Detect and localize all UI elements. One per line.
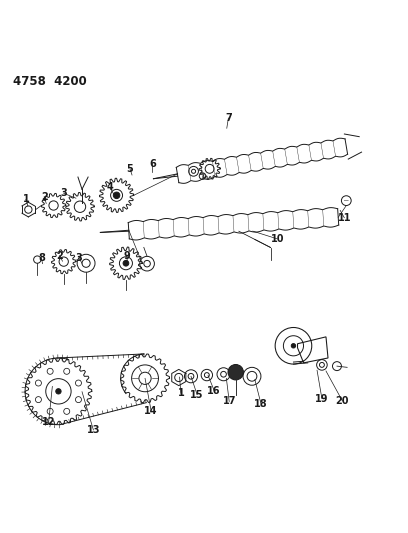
Text: 2: 2 bbox=[56, 251, 63, 261]
Text: 17: 17 bbox=[222, 397, 236, 407]
Text: 4: 4 bbox=[106, 182, 113, 192]
Text: 9: 9 bbox=[123, 252, 130, 261]
Circle shape bbox=[113, 192, 120, 199]
Text: 15: 15 bbox=[191, 390, 204, 400]
Text: 19: 19 bbox=[315, 394, 329, 403]
Text: 18: 18 bbox=[254, 399, 268, 408]
Text: 8: 8 bbox=[38, 253, 45, 263]
Text: 1: 1 bbox=[22, 195, 29, 205]
Circle shape bbox=[291, 344, 296, 348]
Text: 11: 11 bbox=[337, 213, 351, 223]
Text: 4758  4200: 4758 4200 bbox=[13, 75, 86, 88]
Text: 3: 3 bbox=[76, 253, 82, 263]
Text: 20: 20 bbox=[335, 395, 349, 406]
Text: 14: 14 bbox=[144, 406, 158, 416]
Circle shape bbox=[123, 261, 129, 266]
Text: 1: 1 bbox=[177, 389, 184, 398]
Text: 13: 13 bbox=[86, 425, 100, 435]
Circle shape bbox=[228, 365, 244, 380]
Circle shape bbox=[56, 389, 61, 394]
Text: 6: 6 bbox=[149, 159, 156, 169]
Text: 16: 16 bbox=[207, 385, 221, 395]
Text: 10: 10 bbox=[271, 234, 284, 244]
Text: 5: 5 bbox=[126, 164, 133, 174]
Text: 7: 7 bbox=[225, 113, 232, 123]
Text: 2: 2 bbox=[41, 191, 48, 201]
Text: 3: 3 bbox=[60, 188, 67, 198]
Text: 12: 12 bbox=[42, 417, 55, 427]
